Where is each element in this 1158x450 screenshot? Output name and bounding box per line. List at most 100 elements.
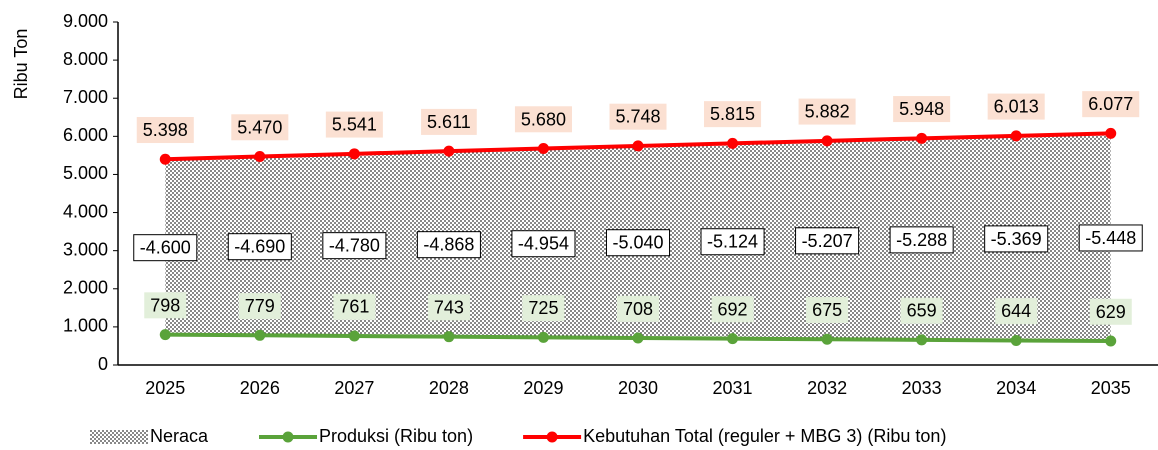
x-tick-label: 2032 bbox=[807, 378, 847, 398]
data-label-bg bbox=[616, 295, 660, 322]
marker bbox=[632, 140, 644, 152]
data-label: -5.288 bbox=[896, 230, 947, 250]
data-label: -5.040 bbox=[612, 233, 663, 253]
data-label: 725 bbox=[528, 298, 558, 318]
data-label: -4.868 bbox=[423, 235, 474, 255]
data-label-bg bbox=[1089, 298, 1132, 325]
x-tick-label: 2035 bbox=[1091, 378, 1131, 398]
y-tick-label: 3.000 bbox=[63, 239, 108, 259]
data-label-bg bbox=[609, 103, 667, 130]
data-label-bg bbox=[427, 294, 470, 321]
data-label: -5.448 bbox=[1085, 228, 1136, 248]
marker bbox=[1010, 130, 1022, 142]
data-label-group: 5.815 bbox=[704, 101, 762, 128]
data-label: 5.948 bbox=[899, 99, 944, 119]
data-label-group: 5.948 bbox=[893, 96, 951, 123]
data-label-group: -4.954 bbox=[511, 230, 576, 258]
marker bbox=[254, 329, 266, 341]
legend-marker bbox=[282, 431, 294, 443]
data-label: 5.815 bbox=[710, 104, 755, 124]
marker bbox=[916, 334, 928, 346]
marker bbox=[254, 151, 266, 163]
data-label-bg bbox=[322, 232, 387, 260]
data-label-group: -5.448 bbox=[1078, 224, 1143, 252]
data-label-bg bbox=[806, 297, 849, 324]
data-label-group: -5.207 bbox=[795, 227, 860, 255]
y-tick-label: 1.000 bbox=[63, 316, 108, 336]
data-label: 5.398 bbox=[143, 120, 188, 140]
data-label-group: 5.470 bbox=[231, 114, 289, 141]
marker bbox=[443, 331, 455, 343]
data-label-group: -5.040 bbox=[605, 229, 671, 257]
x-tick-label: 2028 bbox=[429, 378, 469, 398]
data-label-bg bbox=[798, 98, 856, 125]
marker bbox=[348, 330, 360, 342]
marker bbox=[1010, 334, 1022, 346]
data-label-group: -5.124 bbox=[700, 228, 765, 256]
data-label-bg bbox=[700, 228, 765, 256]
y-tick-label: 8.000 bbox=[63, 49, 108, 69]
data-label-group: -4.600 bbox=[133, 234, 198, 262]
data-label-bg bbox=[522, 295, 565, 322]
data-label: 5.611 bbox=[427, 112, 471, 132]
marker bbox=[159, 153, 171, 165]
data-label-bg bbox=[889, 226, 954, 254]
data-label: -4.600 bbox=[140, 238, 191, 258]
data-label-bg bbox=[133, 234, 198, 262]
data-label-group: -4.780 bbox=[322, 232, 387, 260]
data-label: 761 bbox=[339, 297, 369, 317]
data-label: 675 bbox=[812, 300, 842, 320]
data-label-group: 5.748 bbox=[609, 103, 667, 130]
data-label-group: 725 bbox=[522, 295, 565, 322]
data-label-bg bbox=[1082, 91, 1140, 118]
y-axis-label: Ribu Ton bbox=[11, 29, 31, 100]
x-tick-label: 2034 bbox=[996, 378, 1036, 398]
marker bbox=[727, 333, 739, 345]
data-label-bg bbox=[325, 111, 383, 138]
data-label-group: -4.690 bbox=[227, 233, 292, 261]
marker bbox=[821, 135, 833, 147]
data-label-bg bbox=[704, 101, 762, 128]
x-tick-label: 2025 bbox=[145, 378, 185, 398]
data-label: -4.780 bbox=[329, 236, 380, 256]
data-label-bg bbox=[984, 225, 1049, 253]
marker bbox=[821, 333, 833, 345]
data-label-bg bbox=[893, 96, 951, 123]
data-label: 779 bbox=[245, 296, 275, 316]
y-tick-label: 5.000 bbox=[63, 163, 108, 183]
data-label-group: 708 bbox=[616, 295, 660, 322]
data-label: -5.124 bbox=[707, 232, 758, 252]
data-label-group: 644 bbox=[995, 298, 1038, 325]
data-label-group: 6.077 bbox=[1082, 91, 1140, 118]
data-label-bg bbox=[511, 230, 576, 258]
data-label-bg bbox=[987, 93, 1045, 120]
marker bbox=[537, 143, 549, 155]
data-label-group: 779 bbox=[238, 293, 281, 320]
data-label: 743 bbox=[434, 297, 464, 317]
data-label: 798 bbox=[150, 295, 180, 315]
data-label: 6.013 bbox=[994, 97, 1039, 117]
y-tick-label: 9.000 bbox=[63, 11, 108, 31]
y-tick-label: 0 bbox=[98, 354, 108, 374]
data-label-bg bbox=[605, 229, 671, 257]
data-label-bg bbox=[421, 108, 477, 135]
x-tick-label: 2030 bbox=[618, 378, 658, 398]
legend-label: Kebutuhan Total (reguler + MBG 3) (Ribu … bbox=[583, 426, 946, 446]
data-label-bg bbox=[900, 297, 943, 324]
legend-marker bbox=[546, 431, 558, 443]
marker bbox=[632, 332, 644, 344]
legend-swatch bbox=[90, 430, 148, 444]
data-label-group: -5.288 bbox=[889, 226, 954, 254]
data-label: -4.690 bbox=[234, 237, 285, 257]
marker bbox=[348, 148, 360, 160]
data-label-group: 5.680 bbox=[514, 106, 572, 133]
x-tick-label: 2026 bbox=[240, 378, 280, 398]
marker bbox=[916, 132, 928, 144]
data-label-group: 6.013 bbox=[987, 93, 1045, 120]
data-label-group: 629 bbox=[1089, 298, 1132, 325]
marker bbox=[159, 329, 171, 341]
y-tick-label: 6.000 bbox=[63, 125, 108, 145]
data-label: 5.470 bbox=[237, 117, 282, 137]
marker bbox=[1105, 335, 1117, 347]
